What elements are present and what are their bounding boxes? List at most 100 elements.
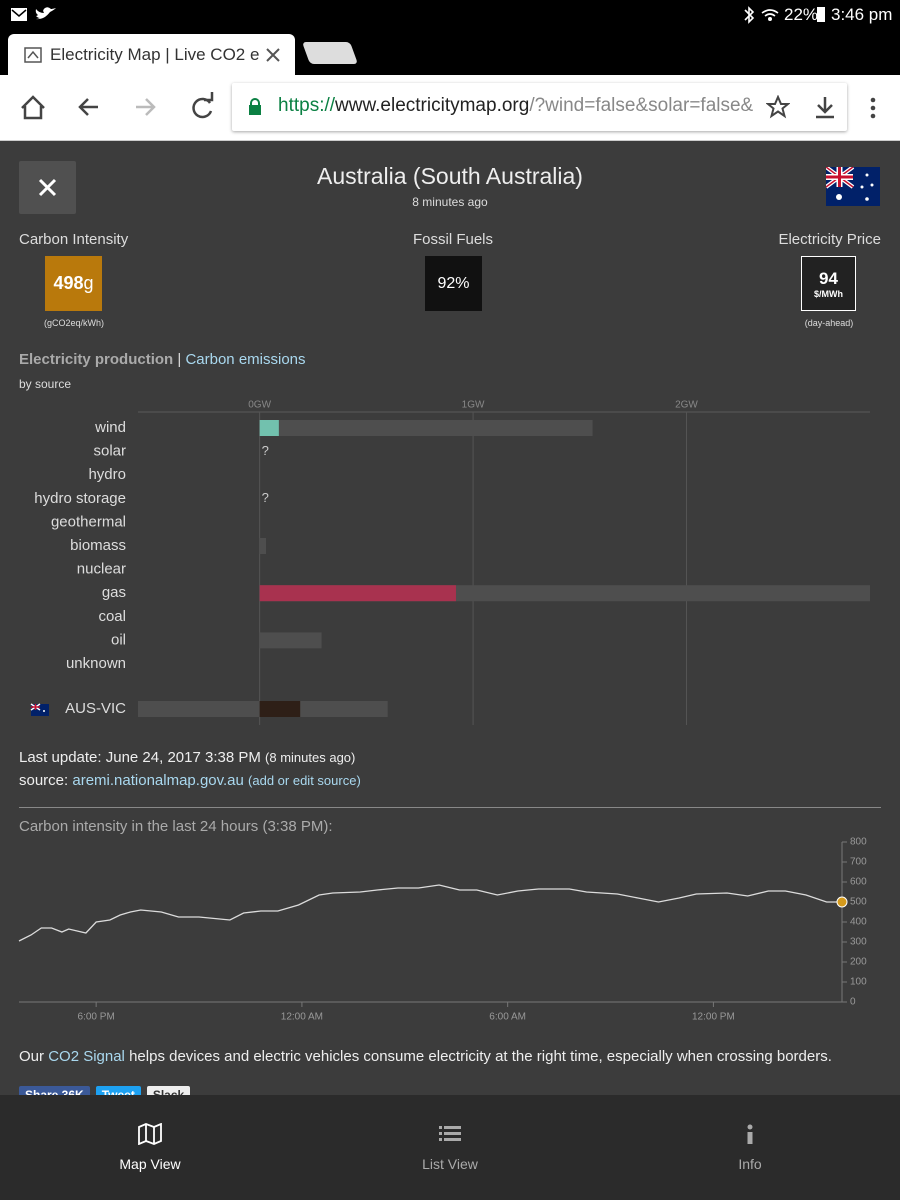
price-unit: $/MWh — [814, 289, 843, 299]
nav-label: Map View — [119, 1156, 181, 1172]
y-tick-label: 0 — [850, 997, 856, 1008]
category-label: wind — [94, 419, 126, 436]
toolbar: https://www.electricitymap.org/?wind=fal… — [0, 75, 900, 141]
category-label: oil — [111, 631, 126, 648]
co2-link[interactable]: CO2 Signal — [48, 1048, 125, 1065]
co2-text: helps devices and electric vehicles cons… — [129, 1048, 832, 1065]
bottom-nav: Map View List View Info — [0, 1095, 900, 1200]
x-tick-label: 12:00 PM — [692, 1012, 735, 1023]
nav-item[interactable]: Map View — [50, 1122, 250, 1172]
nav-item[interactable]: Info — [650, 1123, 850, 1172]
carbon-intensity-unit: g — [83, 273, 94, 293]
bar — [259, 585, 456, 602]
omnibox[interactable]: https://www.electricitymap.org/?wind=fal… — [232, 83, 847, 131]
close-tab[interactable] — [265, 47, 281, 63]
fossil-fuels-value: 92% — [425, 256, 482, 311]
url-path: /?wind=false&solar=false& — [529, 95, 754, 116]
category-label: solar — [93, 443, 126, 460]
last-update: Last update: June 24, 2017 3:38 PM (8 mi… — [19, 749, 355, 766]
x-tick-label: 1GW — [462, 400, 485, 411]
metric-label: Carbon Intensity — [19, 231, 129, 248]
x-tick-label: 6:00 AM — [489, 1012, 526, 1023]
menu-button[interactable] — [870, 97, 876, 119]
last-update-ago: (8 minutes ago) — [265, 750, 356, 765]
carbon-intensity-value: 498 — [53, 273, 84, 293]
last-update-text: Last update: June 24, 2017 3:38 PM — [19, 749, 261, 766]
nav-buttons — [21, 92, 214, 120]
flag-icon — [30, 703, 49, 716]
url-scheme: https:// — [278, 95, 336, 116]
category-label: nuclear — [77, 561, 126, 578]
capacity-bar — [259, 538, 267, 554]
y-tick-label: 500 — [850, 897, 867, 908]
download-button[interactable] — [816, 97, 834, 119]
missing-label: ? — [262, 443, 269, 458]
url-host: www.electricitymap.org — [335, 95, 530, 116]
nav-label: Info — [738, 1156, 762, 1172]
capacity-bar — [259, 420, 593, 436]
zone-name: Australia (South Australia) — [317, 163, 583, 189]
category-label: gas — [102, 584, 126, 601]
close-panel-button[interactable] — [19, 161, 76, 214]
status-bar: 22% 3:46 pm — [0, 0, 900, 30]
toolbar-actions — [816, 97, 876, 119]
price-note: (day-ahead) — [804, 318, 854, 328]
co2-signal: Our CO2 Signal helps devices and electri… — [19, 1048, 832, 1065]
co2-prefix: Our — [19, 1048, 45, 1065]
bar — [259, 420, 279, 436]
nav-item[interactable]: List View — [350, 1123, 550, 1172]
intensity-chart: 0 100 200 300 400 500 600 700 800 6:00 PM 12:00 AM… — [18, 837, 867, 1023]
bookmark-star[interactable] — [766, 95, 790, 119]
category-label: hydro storage — [34, 490, 126, 507]
chart-title: Carbon intensity in the last 24 hours (3… — [19, 818, 333, 835]
y-tick-label: 700 — [850, 857, 867, 868]
exchange-label: AUS-VIC — [65, 700, 126, 717]
current-point — [836, 896, 848, 908]
x-tick-label: 0GW — [248, 400, 271, 411]
edit-source-link[interactable]: (add or edit source) — [248, 773, 361, 788]
new-tab[interactable] — [301, 42, 359, 64]
missing-label: ? — [262, 490, 269, 505]
category-label: coal — [98, 608, 126, 625]
y-tick-label: 100 — [850, 977, 867, 988]
price-value: 94 — [819, 269, 838, 288]
zone-updated: 8 minutes ago — [412, 195, 488, 209]
tab-emissions[interactable]: Carbon emissions — [185, 351, 306, 368]
x-tick-label: 2GW — [675, 400, 698, 411]
price-box: 94 $/MWh — [801, 256, 856, 311]
home-button[interactable] — [21, 95, 45, 120]
source-link[interactable]: aremi.nationalmap.gov.au — [72, 772, 244, 789]
source: source: aremi.nationalmap.gov.au (add or… — [19, 772, 361, 789]
tab-production[interactable]: Electricity production — [19, 351, 174, 368]
y-tick-label: 600 — [850, 877, 867, 888]
x-tick-label: 12:00 AM — [281, 1012, 323, 1023]
metric-label: Fossil Fuels — [412, 231, 494, 248]
y-tick-label: 300 — [850, 937, 867, 948]
y-tick-label: 400 — [850, 917, 867, 928]
url: https://www.electricitymap.org/?wind=fal… — [278, 95, 758, 117]
divider — [19, 807, 881, 808]
favicon — [24, 47, 42, 63]
production-chart: 0GW 1GW 2GW wind solar ? hydro hydro storage ? ge… — [30, 400, 871, 725]
production-tabs: Electricity production | Carbon emission… — [19, 351, 306, 368]
flag-australia — [826, 167, 880, 206]
y-tick-label: 200 — [850, 957, 867, 968]
exchange-bar — [259, 701, 301, 717]
metric-label: Electricity Price — [778, 231, 881, 248]
forward-button[interactable] — [136, 98, 156, 116]
capacity-bar — [259, 632, 322, 649]
system-icons — [744, 6, 779, 24]
back-button[interactable] — [78, 98, 98, 116]
tab-title: Electricity Map | Live CO2 em — [50, 45, 260, 64]
x-tick-label: 6:00 PM — [78, 1012, 115, 1023]
intensity-line — [18, 884, 842, 942]
category-label: unknown — [66, 655, 126, 672]
chart-subtitle: by source — [19, 377, 72, 391]
reload-button[interactable] — [192, 97, 213, 119]
lock-icon — [249, 98, 261, 115]
tab-separator: | — [177, 351, 182, 368]
tab-strip: Electricity Map | Live CO2 em — [0, 30, 900, 75]
tab[interactable]: Electricity Map | Live CO2 em — [8, 34, 295, 75]
battery-icon — [817, 7, 825, 22]
